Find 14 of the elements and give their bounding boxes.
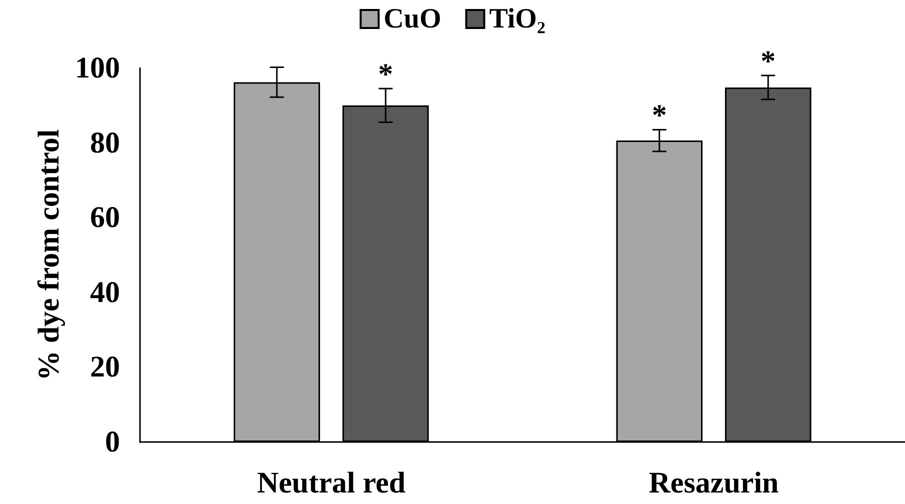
- y-tick-label: 100: [75, 52, 120, 84]
- legend-label: TiO₂: [489, 4, 546, 34]
- y-axis-title: % dye from control: [32, 129, 66, 381]
- x-tick-label: Resazurin: [648, 466, 780, 500]
- annotation: *: [652, 99, 667, 132]
- y-tick-label: 40: [90, 276, 120, 309]
- y-tick-label: 20: [90, 350, 120, 384]
- annotation: *: [378, 58, 394, 92]
- y-tick-label: 60: [90, 201, 120, 234]
- legend-label: CuO: [384, 4, 442, 34]
- y-tick-label: 80: [90, 126, 120, 160]
- y-tick-label: 0: [105, 426, 120, 458]
- x-tick-label: Neutral red: [256, 466, 406, 500]
- annotation: *: [760, 44, 776, 78]
